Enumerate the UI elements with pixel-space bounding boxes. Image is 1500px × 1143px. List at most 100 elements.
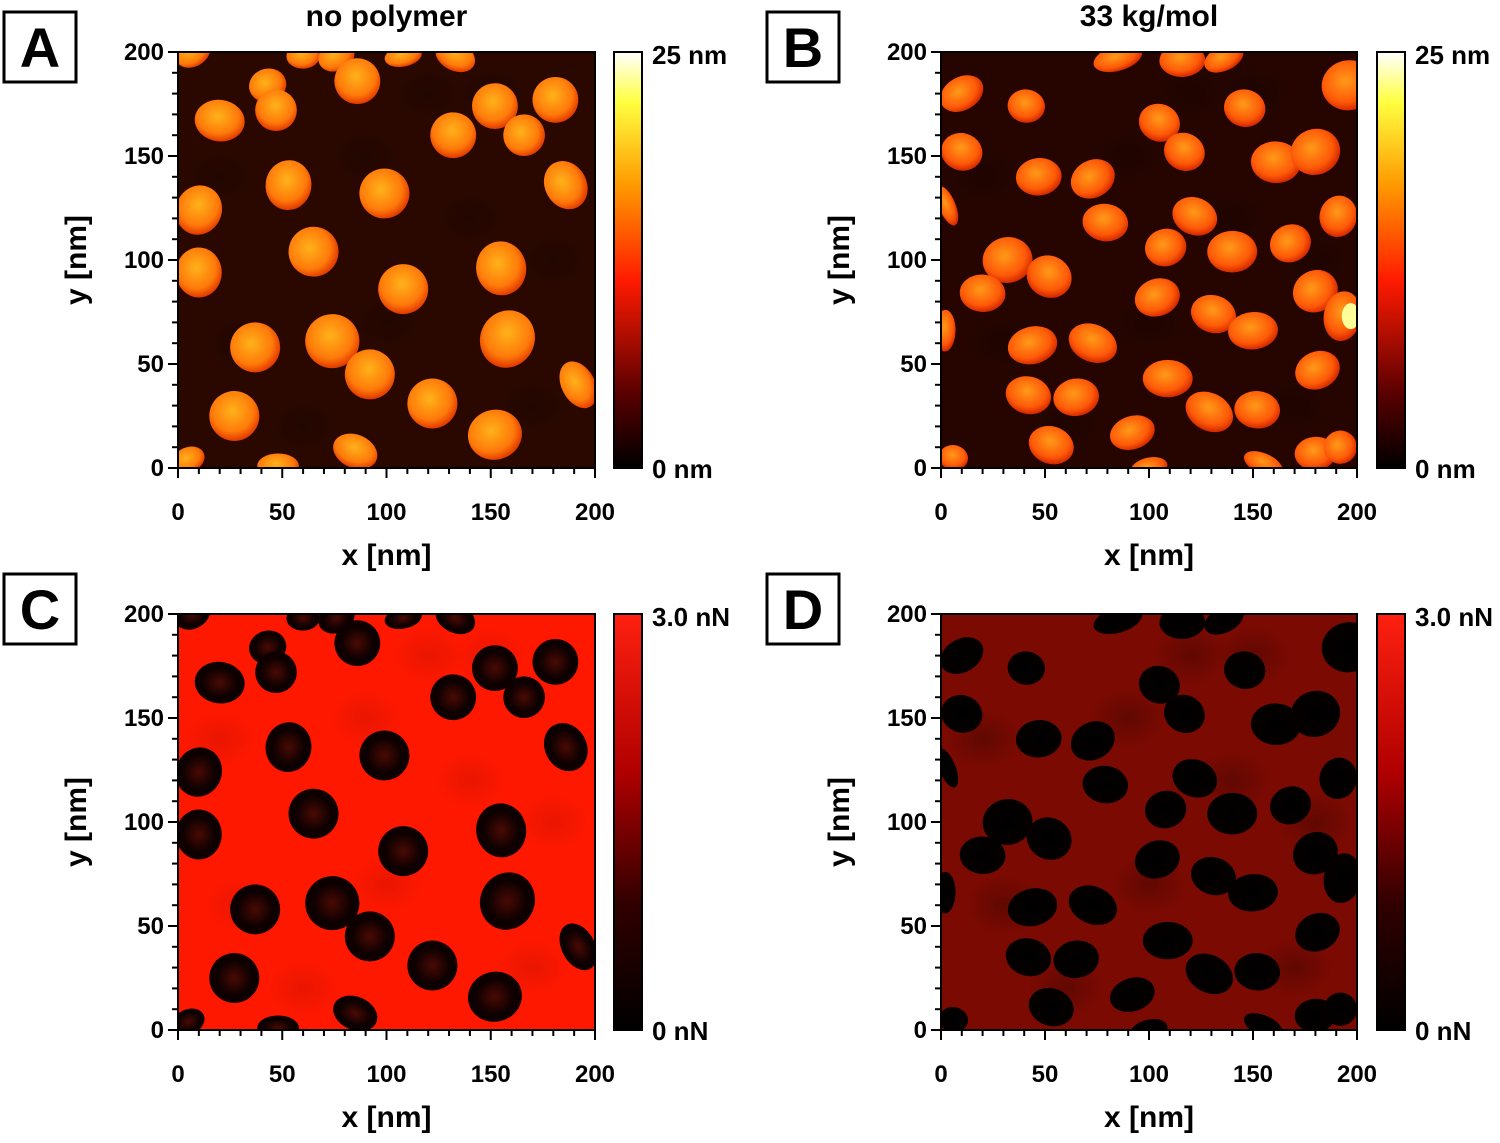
- domain: [1250, 703, 1301, 746]
- domain: [1295, 350, 1340, 390]
- colorbar-min-label: 0 nN: [652, 1016, 708, 1046]
- domain: [178, 446, 205, 468]
- colorbar-min-label: 0 nm: [652, 454, 713, 484]
- domain: [503, 114, 545, 157]
- x-tick-label: 50: [1032, 1061, 1059, 1088]
- domain: [1005, 376, 1052, 415]
- x-axis-label: x [nm]: [342, 1101, 432, 1134]
- y-tick-label: 50: [137, 351, 164, 378]
- domain: [255, 651, 297, 694]
- domain: [941, 637, 984, 674]
- y-tick-label: 50: [137, 913, 164, 940]
- domain: [209, 953, 260, 1003]
- domain: [1207, 792, 1258, 835]
- y-tick-label: 100: [124, 809, 164, 836]
- domain: [265, 722, 312, 773]
- domain: [430, 674, 477, 721]
- domain: [1323, 853, 1357, 903]
- domain: [1223, 89, 1266, 127]
- domain: [230, 322, 281, 373]
- domain: [288, 788, 339, 839]
- x-axis-label: x [nm]: [1104, 1101, 1194, 1134]
- y-axis-label: y [nm]: [823, 215, 856, 305]
- domain: [359, 730, 410, 781]
- domain: [1234, 391, 1281, 429]
- colorbar: [613, 51, 643, 469]
- domain: [1110, 415, 1155, 450]
- x-tick-label: 200: [1337, 499, 1377, 526]
- domain: [941, 132, 983, 171]
- domain: [1053, 378, 1099, 417]
- x-tick-label: 0: [171, 499, 184, 526]
- domain: [1144, 790, 1187, 829]
- panel-c: 0 50 100 150 200 0 50 100 150 200 x [nm] y [nm] C 3.0…: [2, 572, 730, 1134]
- afm-image-c: [178, 614, 595, 1030]
- domain: [178, 185, 223, 235]
- domain: [1110, 977, 1155, 1012]
- domain: [344, 349, 395, 400]
- domain: [941, 694, 983, 733]
- domain: [178, 1008, 205, 1030]
- x-tick-label: 100: [1129, 499, 1169, 526]
- y-axis-label: y [nm]: [60, 215, 93, 305]
- y-tick-label: 0: [914, 455, 927, 482]
- domain: [1068, 885, 1117, 926]
- background-texture: [1194, 189, 1270, 248]
- domain: [194, 661, 245, 704]
- domain: [1172, 758, 1218, 798]
- y-tick-label: 200: [887, 601, 927, 628]
- domain: [1243, 1013, 1283, 1030]
- domain: [1007, 651, 1045, 685]
- domain: [1204, 52, 1244, 73]
- domain: [467, 971, 522, 1022]
- domain: [334, 58, 381, 105]
- y-tick-label: 150: [887, 143, 927, 170]
- domain: [305, 314, 360, 369]
- domain: [1185, 953, 1234, 995]
- background-texture: [432, 189, 508, 248]
- domain: [1053, 940, 1099, 979]
- domain: [959, 274, 1006, 313]
- domain: [1007, 89, 1045, 123]
- domain: [1028, 987, 1074, 1027]
- background-texture: [515, 230, 591, 290]
- x-axis-label: x [nm]: [342, 539, 432, 572]
- panel-letter-box: [765, 10, 841, 84]
- domain: [1134, 278, 1180, 317]
- domain: [982, 237, 1033, 283]
- panel-title: no polymer: [306, 0, 468, 33]
- domain: [178, 747, 223, 797]
- background-texture: [265, 397, 341, 456]
- y-tick-label: 150: [124, 705, 164, 732]
- x-tick-label: 0: [171, 1061, 184, 1088]
- domain: [1142, 921, 1193, 960]
- domain: [1026, 817, 1072, 860]
- domain: [1093, 52, 1143, 73]
- domain: [1321, 622, 1357, 673]
- x-tick-label: 200: [575, 1061, 615, 1088]
- domain: [1234, 953, 1281, 991]
- y-tick-label: 0: [151, 455, 164, 482]
- x-tick-label: 100: [366, 499, 406, 526]
- domain: [286, 614, 320, 631]
- domain: [359, 168, 410, 219]
- panel-letter-box: [2, 10, 78, 84]
- panel-letter: B: [783, 16, 823, 79]
- domain: [255, 89, 297, 132]
- domain: [1026, 255, 1072, 298]
- domain: [1015, 720, 1062, 758]
- x-tick-label: 150: [471, 1061, 511, 1088]
- y-tick-label: 200: [124, 601, 164, 628]
- colorbar-max-label: 25 nm: [1415, 40, 1490, 70]
- domain: [1319, 757, 1357, 800]
- x-tick-label: 0: [934, 499, 947, 526]
- background-texture: [432, 751, 508, 810]
- domain: [430, 112, 477, 159]
- domain: [257, 1015, 299, 1030]
- panel-b: 0 50 100 150 200 0 50 100 150 200 x [nm] y [nm] B 33 …: [765, 0, 1490, 572]
- afm-image-d: [941, 614, 1357, 1030]
- panel-title: 33 kg/mol: [1080, 0, 1218, 33]
- domain: [378, 264, 429, 315]
- domain: [435, 52, 476, 73]
